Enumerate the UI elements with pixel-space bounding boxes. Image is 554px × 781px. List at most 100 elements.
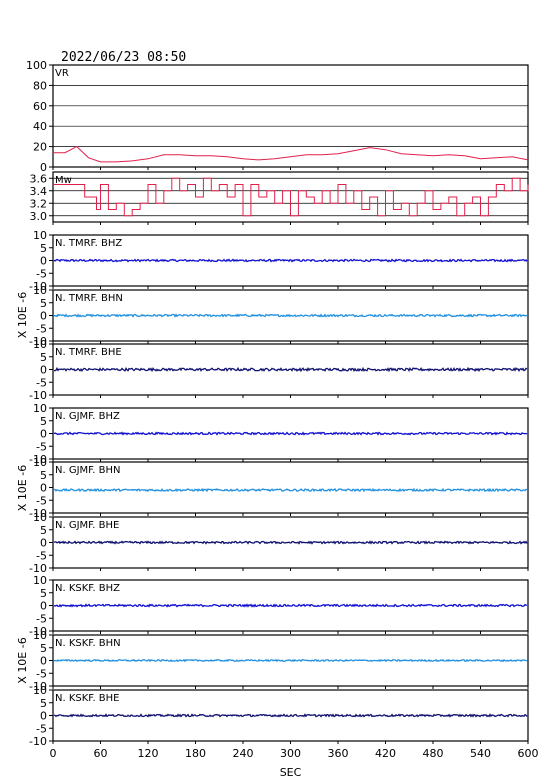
y-axis-label: X 10E -6 [16, 465, 29, 511]
y-tick-label: 3.2 [30, 197, 48, 210]
y-tick-label: 5 [40, 351, 47, 364]
y-tick-label: -5 [36, 722, 47, 735]
x-tick-label: 300 [280, 747, 301, 760]
y-tick-label: -5 [36, 376, 47, 389]
y-tick-label: -5 [36, 440, 47, 453]
y-tick-label: -10 [29, 735, 47, 748]
y-tick-label: 5 [40, 642, 47, 655]
y-tick-label: 10 [33, 284, 47, 297]
y-tick-label: 40 [33, 120, 47, 133]
x-tick-label: 420 [375, 747, 396, 760]
y-tick-label: 0 [40, 600, 47, 613]
y-tick-label: -10 [29, 507, 47, 520]
y-tick-label: 10 [33, 456, 47, 469]
y-tick-label: -5 [36, 322, 47, 335]
y-tick-label: 10 [33, 574, 47, 587]
x-tick-label: 360 [328, 747, 349, 760]
panel-frame [52, 64, 529, 168]
y-tick-label: 3.6 [30, 172, 48, 185]
series-label: N. TMRF. BHZ [55, 238, 122, 249]
y-tick-label: 0 [40, 428, 47, 441]
y-tick-label: 3.4 [30, 185, 48, 198]
y-tick-label: 0 [40, 310, 47, 323]
y-tick-label: 10 [33, 402, 47, 415]
x-tick-label: 240 [233, 747, 254, 760]
y-tick-label: 0 [40, 655, 47, 668]
series-label: VR [55, 68, 69, 79]
series-label: N. GJMF. BHZ [55, 411, 120, 422]
y-tick-label: -10 [29, 625, 47, 638]
series-label: N. KSKF. BHN [55, 638, 121, 649]
y-tick-label: -10 [29, 562, 47, 575]
y-tick-label: 0 [40, 537, 47, 550]
series-line [53, 177, 529, 217]
y-tick-label: -5 [36, 267, 47, 280]
series-line [53, 540, 528, 545]
y-tick-label: 10 [33, 511, 47, 524]
y-tick-label: 5 [40, 297, 47, 310]
x-tick-label: 540 [470, 747, 491, 760]
y-tick-label: 0 [40, 255, 47, 268]
y-tick-label: 0 [40, 161, 47, 174]
x-tick-label: 120 [138, 747, 159, 760]
y-tick-label: 3.0 [30, 210, 48, 223]
series-line [53, 366, 528, 373]
y-tick-label: -10 [29, 389, 47, 402]
y-tick-label: 0 [40, 364, 47, 377]
series-line [53, 487, 528, 493]
series-label: N. KSKF. BHZ [55, 583, 120, 594]
y-tick-label: 5 [40, 469, 47, 482]
panel-1: 3.03.23.43.6 Mw [30, 171, 529, 225]
series-line [53, 145, 529, 163]
x-tick-label: 0 [50, 747, 57, 760]
y-tick-label: 5 [40, 524, 47, 537]
y-tick-label: -10 [29, 280, 47, 293]
y-tick-label: -5 [36, 667, 47, 680]
y-tick-label: -10 [29, 453, 47, 466]
x-tick-label: 480 [423, 747, 444, 760]
y-tick-label: 20 [33, 141, 47, 154]
series-label: N. TMRF. BHN [55, 293, 123, 304]
series-line [53, 258, 528, 263]
panel-0: 0 20 40 60 80 100 VR [26, 59, 529, 174]
y-axis-label: X 10E -6 [16, 292, 29, 338]
y-tick-label: 10 [33, 338, 47, 351]
series-line [53, 603, 528, 608]
y-tick-label: 5 [40, 242, 47, 255]
series-line [53, 658, 528, 663]
y-tick-label: 10 [33, 684, 47, 697]
y-tick-label: -10 [29, 335, 47, 348]
series-label: N. GJMF. BHE [55, 520, 119, 531]
series-label: N. GJMF. BHN [55, 465, 121, 476]
series-line [53, 313, 528, 318]
y-tick-label: 0 [40, 710, 47, 723]
series-label: N. KSKF. BHE [55, 693, 120, 704]
x-tick-label: 60 [94, 747, 108, 760]
y-tick-label: 0 [40, 482, 47, 495]
series-label: Mw [55, 175, 72, 186]
y-tick-label: -5 [36, 612, 47, 625]
y-tick-label: 10 [33, 229, 47, 242]
series-label: N. TMRF. BHE [55, 347, 122, 358]
y-tick-label: -10 [29, 680, 47, 693]
y-tick-label: 80 [33, 79, 47, 92]
x-axis-label: SEC [280, 766, 302, 779]
x-tick-label: 180 [185, 747, 206, 760]
page-title: 2022/06/23 08:50 [61, 50, 187, 65]
y-tick-label: -5 [36, 494, 47, 507]
series-line [53, 713, 528, 718]
panel-frame [52, 461, 529, 514]
y-tick-label: 10 [33, 629, 47, 642]
x-tick-label: 600 [518, 747, 539, 760]
y-axis-label: X 10E -6 [16, 637, 29, 683]
y-tick-label: 5 [40, 415, 47, 428]
